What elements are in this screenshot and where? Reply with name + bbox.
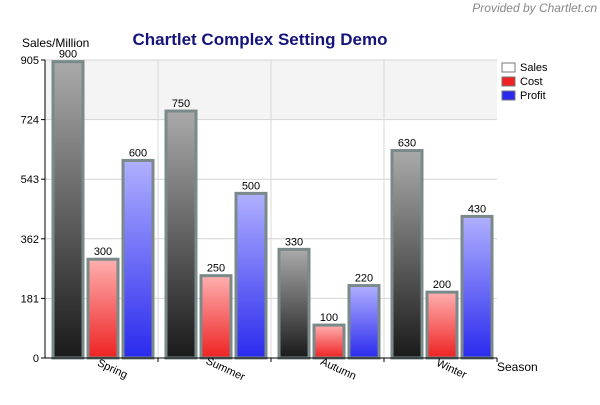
legend-label-cost: Cost [520, 76, 543, 88]
data-label: 300 [94, 246, 112, 258]
data-label: 220 [355, 273, 373, 285]
bar-cost-winter [425, 290, 459, 360]
y-tick-label: 543 [21, 174, 39, 186]
bar-profit-summer [234, 191, 268, 360]
data-label: 100 [320, 312, 338, 324]
data-label: 630 [398, 138, 416, 150]
x-tick-label: Spring [95, 357, 129, 381]
bar-sales-winter [390, 149, 424, 360]
bars: 900 300 600 750 250 500 330 100 220 630 200 430 [51, 49, 494, 360]
legend-swatch-cost [501, 76, 516, 87]
y-axis-title: Sales/Million [22, 36, 89, 50]
watermark-text: Provided by Chartlet.cn [472, 1, 597, 15]
x-axis-title: Season [497, 360, 538, 374]
grid-lines [45, 59, 497, 358]
data-label: 900 [59, 49, 77, 61]
data-label: 200 [433, 279, 451, 291]
legend-label-sales: Sales [520, 62, 548, 74]
x-tick-label: Autumn [319, 356, 358, 383]
bar-cost-spring [86, 257, 120, 360]
y-tick-label: 724 [21, 115, 39, 127]
data-label: 600 [129, 147, 147, 159]
chart-title: Chartlet Complex Setting Demo [132, 30, 387, 49]
data-label: 500 [242, 180, 260, 192]
data-label: 330 [285, 236, 303, 248]
bar-profit-winter [460, 214, 494, 360]
x-tick-label: Winter [434, 357, 468, 381]
legend-swatch-profit [501, 90, 516, 101]
data-label: 430 [468, 203, 486, 215]
bar-sales-spring [51, 60, 85, 360]
bar-cost-autumn [312, 323, 346, 360]
y-tick-label: 0 [33, 353, 39, 365]
y-tick-label: 905 [21, 55, 39, 67]
bar-sales-summer [164, 109, 198, 360]
bar-cost-summer [199, 274, 233, 360]
y-tick-label: 362 [21, 234, 39, 246]
bar-sales-autumn [277, 247, 311, 360]
bar-profit-spring [121, 158, 155, 360]
data-label: 250 [207, 263, 225, 275]
legend-label-profit: Profit [520, 90, 546, 102]
bar-profit-autumn [347, 284, 381, 360]
legend: Sales Cost Profit [501, 62, 548, 102]
data-label: 750 [172, 98, 190, 110]
y-tick-label: 181 [21, 293, 39, 305]
legend-swatch-sales [501, 62, 516, 73]
